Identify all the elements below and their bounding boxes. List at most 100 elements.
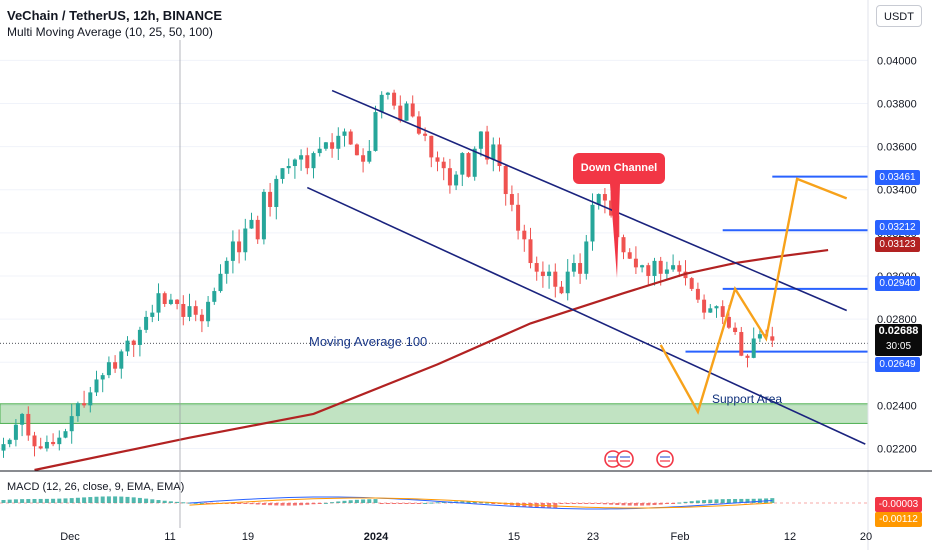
macd-histogram-bar: [633, 503, 638, 506]
macd-histogram-bar: [299, 503, 304, 506]
time-tick-label: 2024: [364, 531, 389, 543]
macd-line: [189, 496, 773, 510]
candle-body: [119, 351, 124, 369]
candle-body: [726, 316, 731, 328]
candle-body: [429, 135, 434, 158]
candle-body: [187, 306, 192, 317]
macd-histogram-bar: [268, 503, 273, 506]
candle-body: [57, 437, 62, 445]
macd-histogram-bar: [664, 503, 669, 504]
macd-histogram-bar: [237, 503, 242, 504]
candle-body: [404, 103, 409, 121]
macd-histogram-bar: [82, 497, 87, 503]
candle-body: [131, 340, 136, 345]
candle-body: [299, 155, 304, 160]
candle-body: [69, 416, 74, 432]
candle-body: [1, 444, 6, 451]
candle-body: [646, 265, 651, 276]
candle-body: [627, 252, 632, 259]
macd-histogram-bar: [38, 498, 43, 503]
candle-body: [206, 301, 211, 322]
macd-histogram-bar: [578, 503, 583, 504]
support-area-label: Support Area: [712, 392, 783, 406]
macd-histogram-bar: [249, 503, 254, 505]
candle-body: [733, 327, 738, 333]
candle-body: [137, 329, 142, 345]
candle-body: [435, 157, 440, 162]
currency-button[interactable]: USDT: [876, 5, 922, 27]
candle-body: [323, 142, 328, 149]
macd-histogram-bar: [106, 496, 111, 503]
candle-body: [268, 191, 273, 207]
macd-histogram-bar: [565, 503, 570, 504]
candle-body: [181, 303, 186, 317]
candle-body: [317, 148, 322, 154]
candle-body: [13, 424, 18, 440]
macd-histogram-bar: [559, 503, 564, 504]
candle-body: [571, 263, 576, 272]
macd-histogram-bar: [379, 503, 384, 505]
macd-histogram-bar: [596, 503, 601, 504]
macd-histogram-bar: [305, 503, 310, 505]
macd-histogram-bar: [478, 502, 483, 504]
macd-label[interactable]: MACD (12, 26, close, 9, EMA, EMA): [7, 481, 185, 493]
chart-title: VeChain / TetherUS, 12h, BINANCE: [7, 8, 223, 23]
candle-body: [274, 178, 279, 207]
candle-body: [578, 263, 583, 274]
macd-histogram-bar: [404, 503, 409, 504]
macd-histogram-bar: [187, 502, 192, 504]
macd-histogram-bar: [429, 502, 434, 504]
macd-histogram-bar: [373, 499, 378, 503]
candle-body: [596, 194, 601, 205]
candle-body: [671, 265, 676, 270]
candle-body: [286, 166, 291, 169]
candle-body: [106, 362, 111, 376]
candle-body: [113, 362, 118, 369]
candle-body: [88, 392, 93, 406]
macd-histogram-bar: [627, 503, 632, 506]
macd-histogram-bar: [168, 501, 173, 503]
macd-histogram-bar: [206, 503, 211, 504]
macd-histogram-bar: [323, 502, 328, 504]
macd-histogram-bar: [292, 503, 297, 506]
macd-histogram-bar: [646, 503, 651, 506]
last-price-tag: 0.02688 30:05: [875, 324, 922, 356]
price-tick-label: 0.02200: [877, 443, 917, 455]
macd-histogram-bar: [553, 503, 558, 508]
macd-histogram-bar: [491, 503, 496, 504]
candle-body: [38, 446, 43, 449]
price-tick-label: 0.03800: [877, 98, 917, 110]
candle-body: [460, 153, 465, 175]
time-axis: Dec 11 19 2024 15 23 Feb 12 20: [60, 531, 872, 543]
indicator-label[interactable]: Multi Moving Average (10, 25, 50, 100): [7, 25, 213, 39]
macd-histogram-bar: [113, 496, 118, 503]
candle-body: [156, 293, 161, 313]
candle-body: [75, 403, 80, 417]
macd-histogram-bar: [441, 501, 446, 503]
candle-body: [410, 103, 415, 117]
macd-histogram-bar: [119, 496, 124, 503]
macd-histogram-bar: [94, 496, 99, 503]
macd-histogram-bar: [485, 502, 490, 504]
candle-body: [702, 299, 707, 313]
macd-histogram-bar: [571, 503, 576, 504]
candle-body: [640, 265, 645, 268]
macd-histogram-bar: [466, 501, 471, 503]
macd-histogram-bar: [590, 503, 595, 504]
time-tick-label: 11: [164, 531, 175, 543]
macd-histogram-bar: [602, 503, 607, 505]
macd-histogram-bar: [261, 503, 266, 505]
macd-histogram-bar: [162, 500, 167, 503]
candle-body: [82, 403, 87, 406]
macd-histogram-bar: [745, 498, 750, 503]
macd-histogram-bar: [621, 503, 626, 506]
macd-histogram-bar: [708, 499, 713, 503]
candle-body: [441, 161, 446, 169]
candles: [1, 89, 775, 458]
macd-histogram-bar: [311, 503, 316, 505]
macd-histogram-bar: [367, 499, 372, 503]
candle-body: [218, 273, 223, 292]
candle-body: [94, 379, 99, 393]
